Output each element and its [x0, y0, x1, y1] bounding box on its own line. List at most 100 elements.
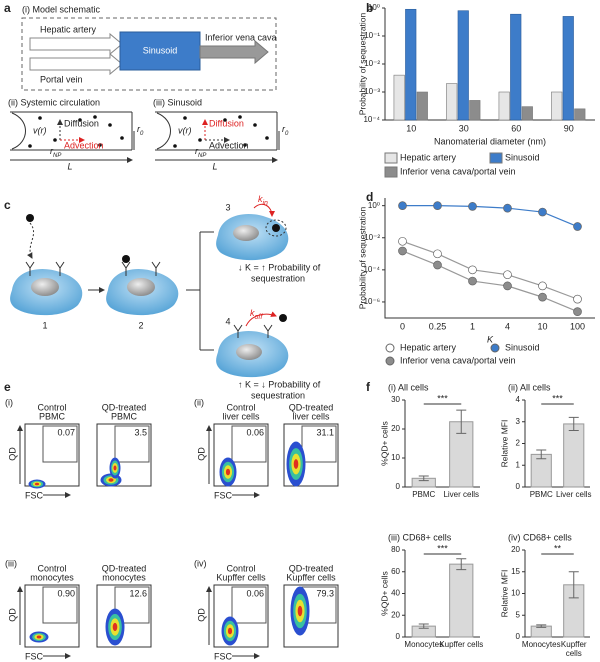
density — [108, 478, 114, 482]
y-tick-label: 0 — [396, 632, 401, 641]
y-tick-label: 10⁰ — [368, 3, 380, 12]
y-tick-label: 10 — [511, 589, 520, 598]
plot-title: QD-treated — [102, 563, 147, 573]
legend-label: Inferior vena cava/portal vein — [400, 355, 516, 365]
point — [433, 201, 442, 211]
particle — [243, 143, 247, 147]
y-tick-label: 15 — [511, 567, 520, 576]
significance: ** — [554, 543, 562, 553]
legend-label: Sinusoid — [505, 342, 540, 352]
gate — [114, 425, 150, 463]
point — [468, 265, 477, 275]
legend-label: Sinusoid — [505, 152, 540, 162]
rate-label: kin — [258, 194, 268, 206]
y-axis-label: Relative MFI — [499, 420, 509, 468]
x-tick-label: Monocytes — [521, 640, 561, 649]
plot-title: PBMC — [39, 411, 66, 421]
label: L — [67, 161, 72, 171]
x-tick-label: Liver cells — [556, 490, 592, 499]
significance: *** — [437, 543, 448, 553]
particle — [93, 115, 97, 119]
plot-title: Control — [37, 563, 66, 573]
annotation: sequestration — [251, 273, 305, 283]
gate-value: 79.3 — [316, 588, 334, 598]
axis-label: QD — [7, 447, 17, 461]
error-bar — [418, 623, 429, 629]
gate — [301, 425, 337, 463]
axis-label: FSC — [214, 490, 233, 500]
gate-value: 0.06 — [246, 588, 264, 598]
x-tick-label: 90 — [564, 123, 574, 133]
bar — [416, 91, 428, 121]
group-label: (ii) — [194, 397, 204, 407]
label: Hepatic artery — [40, 24, 97, 34]
density — [227, 627, 233, 635]
label: L — [212, 161, 217, 171]
gate-value: 3.5 — [134, 427, 147, 437]
particle — [108, 123, 112, 127]
error-bar — [536, 624, 547, 628]
receptor — [25, 261, 65, 276]
axis-label: FSC — [214, 651, 233, 661]
plot-title: QD-treated — [289, 402, 334, 412]
velocity-profile — [11, 112, 26, 150]
plot-title: PBMC — [111, 411, 138, 421]
point — [538, 281, 547, 291]
point — [433, 249, 442, 259]
x-tick-label: Kupffer cells — [561, 640, 587, 658]
line — [402, 205, 578, 228]
y-tick-label: 10⁻² — [364, 59, 380, 68]
y-tick-label: 10⁻¹ — [364, 31, 380, 40]
x-tick-label: Monocytes — [404, 640, 444, 649]
y-tick-label: 80 — [391, 545, 400, 554]
chart-title: (iii) CD68+ cells — [388, 532, 452, 542]
panel-label: f — [366, 380, 371, 394]
y-tick-label: 20 — [511, 545, 520, 554]
gate — [231, 425, 267, 463]
y-tick-label: 10⁰ — [368, 201, 380, 210]
x-tick-label: Monocytes — [404, 640, 444, 649]
x-tick-label: Monocytes — [521, 640, 561, 649]
particle — [28, 144, 32, 148]
point — [398, 236, 407, 246]
group-label: (iii) — [5, 558, 17, 568]
symbol: rNP — [195, 146, 206, 158]
line — [402, 250, 578, 313]
particle — [198, 138, 202, 142]
particle — [183, 116, 187, 120]
plot-frame — [96, 584, 152, 648]
bar — [574, 108, 586, 121]
point — [538, 292, 547, 302]
axis-label: QD — [196, 447, 206, 461]
symbol-main: r — [282, 124, 286, 134]
tube-wall — [10, 111, 133, 151]
particle — [120, 136, 124, 140]
nucleus — [233, 225, 259, 241]
y-axis-label: Probability of sequestration — [357, 206, 367, 309]
legend-swatch — [490, 343, 500, 353]
x-tick-label: PBMC — [530, 490, 553, 499]
group-label: (i) — [5, 397, 13, 407]
gate — [42, 586, 78, 624]
density — [34, 482, 40, 486]
density — [297, 605, 303, 617]
nucleus — [31, 278, 59, 296]
legend-swatch — [489, 152, 503, 164]
error-bar — [456, 409, 467, 434]
bar — [510, 13, 522, 121]
density — [112, 622, 118, 632]
y-tick-label: 1 — [516, 460, 521, 469]
bar — [551, 91, 563, 121]
point — [503, 270, 512, 280]
plot-title: Kupffer cells — [286, 572, 336, 582]
particle — [78, 118, 82, 122]
y-tick-label: 4 — [516, 395, 521, 404]
gate — [231, 586, 267, 624]
velocity-profile — [156, 112, 171, 150]
gate-value: 0.07 — [57, 427, 75, 437]
error-bar — [456, 558, 467, 571]
label: Diffusion — [64, 118, 99, 128]
error-bar — [418, 475, 429, 482]
arrow — [29, 52, 123, 76]
particle — [253, 123, 257, 127]
